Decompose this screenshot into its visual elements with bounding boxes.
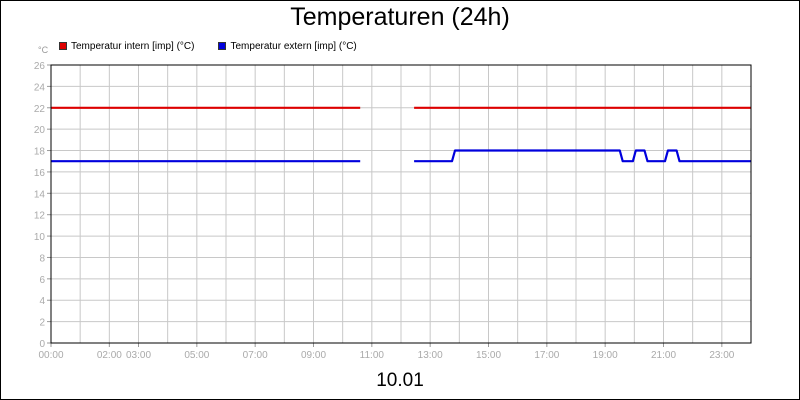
x-tick-label: 15:00 — [476, 350, 501, 361]
y-tick-label: 14 — [34, 189, 46, 200]
legend-swatch-extern — [218, 42, 227, 50]
y-tick-label: 18 — [34, 147, 46, 158]
y-tick-label: 12 — [34, 211, 46, 222]
x-tick-label: 02:00 — [97, 350, 122, 361]
chart-title: Temperaturen (24h) — [290, 3, 510, 31]
x-tick-label: 11:00 — [360, 350, 385, 361]
x-tick-label: 03:00 — [126, 350, 151, 361]
y-tick-label: 0 — [39, 339, 45, 350]
x-tick-label: 23:00 — [709, 350, 734, 361]
x-axis-title: 10.01 — [376, 370, 424, 391]
x-tick-label: 07:00 — [243, 350, 268, 361]
y-tick-label: 4 — [39, 296, 45, 307]
legend-item-extern: Temperatur extern [imp] (°C) — [218, 40, 357, 52]
y-tick-label: 2 — [39, 318, 45, 329]
y-tick-label: 10 — [34, 232, 46, 243]
x-tick-label: 13:00 — [418, 350, 443, 361]
legend-item-intern: Temperatur intern [imp] (°C) — [59, 41, 194, 52]
legend: Temperatur intern [imp] (°C) Temperatur … — [59, 39, 381, 53]
x-tick-label: 05:00 — [184, 350, 209, 361]
legend-label-extern: Temperatur extern [imp] (°C) — [230, 40, 357, 52]
legend-label-intern: Temperatur intern [imp] (°C) — [71, 40, 195, 52]
legend-swatch-intern — [59, 42, 67, 50]
y-axis-unit: °C — [38, 45, 49, 55]
x-tick-label: 19:00 — [593, 350, 618, 361]
x-tick-label: 21:00 — [651, 350, 676, 361]
y-tick-label: 22 — [34, 104, 46, 115]
x-tick-label: 00:00 — [38, 350, 63, 361]
x-tick-label: 17:00 — [534, 350, 559, 361]
y-tick-label: 20 — [34, 125, 46, 136]
y-tick-label: 8 — [39, 253, 45, 264]
y-tick-label: 24 — [34, 82, 46, 93]
x-tick-label: 09:00 — [301, 350, 326, 361]
plot-border — [50, 64, 752, 344]
y-tick-label: 26 — [34, 61, 46, 72]
y-tick-label: 16 — [34, 168, 46, 179]
series-line-extern — [414, 149, 751, 163]
y-tick-label: 6 — [39, 275, 45, 286]
